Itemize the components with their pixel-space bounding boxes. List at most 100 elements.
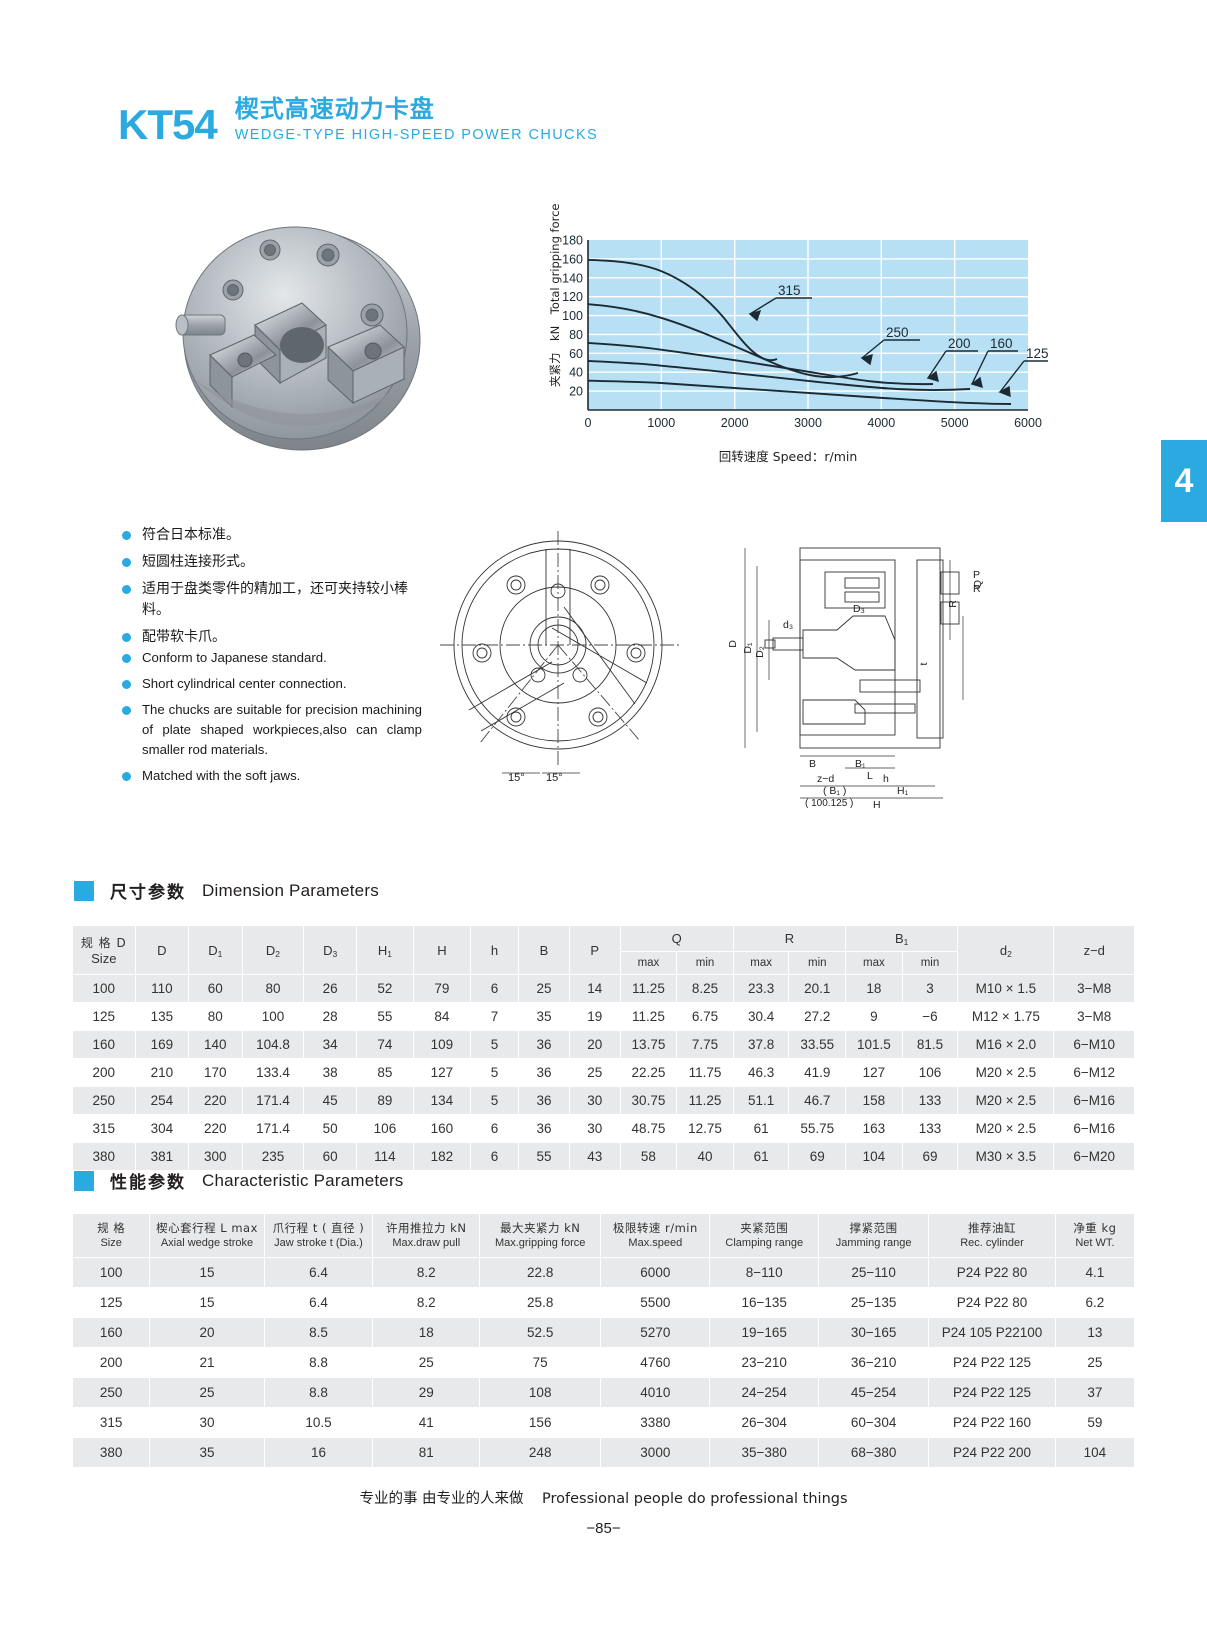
section-title-en: Dimension Parameters [202, 880, 379, 900]
table-cell: 3380 [600, 1407, 711, 1439]
col-Q-min: min [676, 951, 734, 975]
table-cell: 160 [72, 1030, 136, 1059]
table-cell: 4760 [600, 1347, 711, 1379]
table-column-header: 爪行程 t ( 直径 ) Jaw stroke t (Dia.) [263, 1212, 374, 1259]
table-cell: −6 [901, 1002, 959, 1031]
table-cell: 74 [355, 1030, 414, 1059]
table-cell: 22.8 [479, 1257, 602, 1289]
table-cell: 55.75 [788, 1114, 847, 1143]
table-cell: 84 [412, 1002, 471, 1031]
table-cell: 20 [149, 1317, 265, 1349]
chart-annotation-200: 200 [948, 336, 971, 351]
table-cell: 101.5 [845, 1030, 903, 1059]
chart-canvas: 180 160 140 120 100 80 60 40 20 0 1000 2… [562, 234, 1048, 430]
table-cell: 13 [1054, 1317, 1136, 1349]
table-cell: 25.8 [479, 1287, 602, 1319]
table-cell: 25 [568, 1058, 621, 1087]
section-tab-number: 4 [1161, 440, 1207, 522]
table-cell: 81 [372, 1437, 481, 1469]
svg-text:D₂: D₂ [754, 646, 766, 658]
table-cell: 6.4 [263, 1257, 374, 1289]
table-cell: 69 [901, 1142, 959, 1171]
table-cell: 127 [845, 1058, 903, 1087]
table-cell: 38 [303, 1058, 357, 1087]
table-cell: 10.5 [263, 1407, 374, 1439]
bullet-dot-icon [122, 706, 131, 716]
table-column-header: 撑紧范围 Jamming range [818, 1212, 930, 1259]
table-cell: 104 [1054, 1437, 1136, 1469]
svg-text:H₁: H₁ [897, 785, 909, 797]
table-cell: M20 × 2.5 [957, 1086, 1055, 1115]
table-cell: 6 [469, 1114, 520, 1143]
gripping-force-chart: 夹紧力 kN Total gripping force [528, 204, 1048, 477]
svg-text:D₁: D₁ [742, 642, 754, 654]
table-cell: 127 [412, 1058, 471, 1087]
table-cell: 20.1 [788, 974, 847, 1003]
table-cell: 235 [241, 1142, 305, 1171]
table-cell: 30−165 [818, 1317, 930, 1349]
table-cell: 23.3 [732, 974, 790, 1003]
characteristic-parameters-table: 规 格 Size 楔心套行程 L max Axial wedge stroke 爪行程 … [71, 1212, 1136, 1469]
svg-text:B₁: B₁ [855, 758, 866, 770]
table-cell: 109 [412, 1030, 471, 1059]
col-d2: d2 [957, 925, 1055, 975]
table-row: 160 20 8.5 18 52.5 5270 19−165 30−165 P24 105 P2… [71, 1317, 1136, 1349]
col-R-min: min [788, 951, 847, 975]
product-title-en: WEDGE-TYPE HIGH-SPEED POWER CHUCKS [234, 126, 599, 143]
table-cell: 19−165 [709, 1317, 820, 1349]
col-B1-max: max [845, 951, 903, 975]
svg-text:60: 60 [569, 347, 583, 361]
table-cell: 7 [469, 1002, 520, 1031]
table-cell: 80 [241, 974, 305, 1003]
table-cell: 19 [568, 1002, 621, 1031]
table-cell: 35−380 [709, 1437, 820, 1469]
dimension-table-body: 100 110 60 80 26 52 79 6 25 14 11.25 8.25 23.3 20.1 18… [72, 974, 1135, 1171]
feature-item: 配带软卡爪。 [122, 627, 422, 648]
table-cell: 9 [845, 1002, 903, 1031]
col-H: H [412, 925, 471, 975]
table-cell: 254 [134, 1086, 190, 1115]
table-cell: 30 [568, 1114, 621, 1143]
table-cell: 114 [355, 1142, 414, 1171]
feature-text: 配带软卡爪。 [142, 629, 226, 645]
feature-item: Matched with the soft jaws. [122, 766, 422, 786]
svg-text:1000: 1000 [647, 416, 675, 430]
table-cell: 24−254 [709, 1377, 820, 1409]
svg-text:L: L [867, 770, 873, 782]
characteristic-table-body: 100 15 6.4 8.2 22.8 6000 8−110 25−110 P24 P22 80… [71, 1257, 1136, 1469]
table-cell: 27.2 [788, 1002, 847, 1031]
feature-text: 适用于盘类零件的精加工，还可夹持较小棒料。 [142, 581, 408, 618]
table-cell: 6.75 [676, 1002, 734, 1031]
table-row: 125 135 80 100 28 55 84 7 35 19 11.25 6.75 30.4 27.2 9… [72, 1002, 1135, 1031]
table-cell: 45−254 [818, 1377, 930, 1409]
col-R-max: max [732, 951, 790, 975]
svg-text:D: D [727, 640, 739, 648]
table-cell: 104.8 [241, 1030, 305, 1059]
table-cell: 16−135 [709, 1287, 820, 1319]
svg-text:h: h [883, 773, 889, 785]
table-cell: 81.5 [901, 1030, 959, 1059]
product-photo [150, 195, 440, 460]
col-H1: H1 [355, 925, 414, 975]
table-cell: 11.25 [676, 1086, 734, 1115]
table-cell: 25 [518, 974, 570, 1003]
table-cell: M20 × 2.5 [957, 1058, 1055, 1087]
table-cell: 182 [412, 1142, 471, 1171]
feature-text: 短圆柱连接形式。 [142, 554, 254, 570]
angle-label-2: 15° [546, 772, 563, 784]
section-heading-characteristic: 性能参数 Characteristic Parameters [74, 1168, 404, 1193]
table-row: 380 381 300 235 60 114 182 6 55 43 58 40 61 69 104 69 M3… [72, 1142, 1135, 1171]
col-h: h [469, 925, 520, 975]
bullet-dot-icon [122, 772, 131, 782]
table-cell: 8.5 [263, 1317, 374, 1349]
table-cell: 29 [372, 1377, 481, 1409]
table-cell: 11.25 [619, 1002, 678, 1031]
table-cell: 380 [71, 1437, 151, 1469]
table-cell: 30.4 [732, 1002, 790, 1031]
table-cell: 8−110 [709, 1257, 820, 1289]
table-cell: 106 [901, 1058, 959, 1087]
table-cell: 46.3 [732, 1058, 790, 1087]
svg-text:( B₁ ): ( B₁ ) [823, 785, 846, 797]
table-cell: 210 [134, 1058, 190, 1087]
table-cell: 21 [149, 1347, 265, 1379]
